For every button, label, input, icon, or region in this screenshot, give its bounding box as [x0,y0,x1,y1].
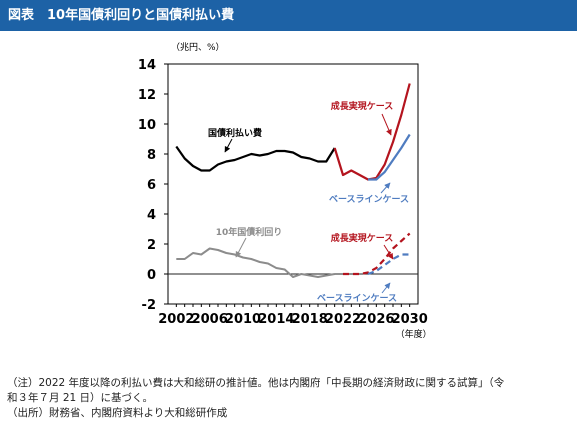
label-interest-growth-leader [381,113,392,136]
y-tick-label: -2 [142,298,156,313]
label-interest-actual-leader [224,138,233,153]
label-yield-base: ベースラインケース [317,293,397,304]
label-yield-growth-leader [383,244,394,260]
y-tick-label: 2 [147,238,156,253]
y-tick-label: 0 [147,268,156,283]
label-interest-base-leader [380,182,391,194]
series-yield_base-line [367,253,410,276]
label-interest-growth: 成長実現ケース [331,100,394,112]
note-line-3: （出所）財務省、内閣府資料より大和総研作成 [7,407,228,419]
y-tick-label: 12 [138,88,156,103]
x-tick-label: 2014 [258,312,294,327]
y-tick-label: 8 [147,148,156,163]
series-yield_growth-line [343,232,411,276]
y-unit-label: （兆円、%） [171,42,225,53]
label-interest-actual: 国債利払い費 [208,127,262,139]
x-tick-label: 2010 [225,312,261,327]
footnotes: （注）2022 年度以降の利払い費は大和総研の推計値。他は内閣府「中長期の経済財… [7,376,575,421]
note-line-1: （注）2022 年度以降の利払い費は大和総研の推計値。他は内閣府「中長期の経済財… [7,377,505,389]
series-interest_growth-line [333,83,411,181]
x-tick-label: 2006 [192,312,228,327]
series-interest_base-line [368,133,411,181]
y-tick-label: 10 [138,118,156,133]
note-line-2: 和３年７月 21 日）に基づく。 [7,392,154,404]
figure-title: 図表 10年国債利回りと国債利払い費 [0,0,577,31]
x-tick-label: 2022 [325,312,361,327]
series-yield_actual-line [176,247,335,278]
x-unit-label: （年度） [396,328,432,340]
label-yield-actual-leader [235,237,247,258]
y-tick-label: 4 [147,208,156,223]
line-chart: -2 0 2 4 6 8 10 12 14 （兆円、%） 20022006201020142018… [138,42,432,340]
x-tick-label: 2026 [358,312,394,327]
x-tick-label: 2002 [158,312,194,327]
label-yield-growth: 成長実現ケース [331,232,394,244]
x-tick-label: 2018 [292,312,328,327]
label-yield-actual: 10年国債利回り [216,226,283,238]
label-yield-base-leader [381,282,391,294]
x-tick-label: 2030 [392,312,428,327]
y-tick-label: 14 [138,58,156,73]
series-interest_actual-line [175,145,336,172]
y-tick-label: 6 [147,178,156,193]
label-interest-base: ベースラインケース [329,194,409,205]
